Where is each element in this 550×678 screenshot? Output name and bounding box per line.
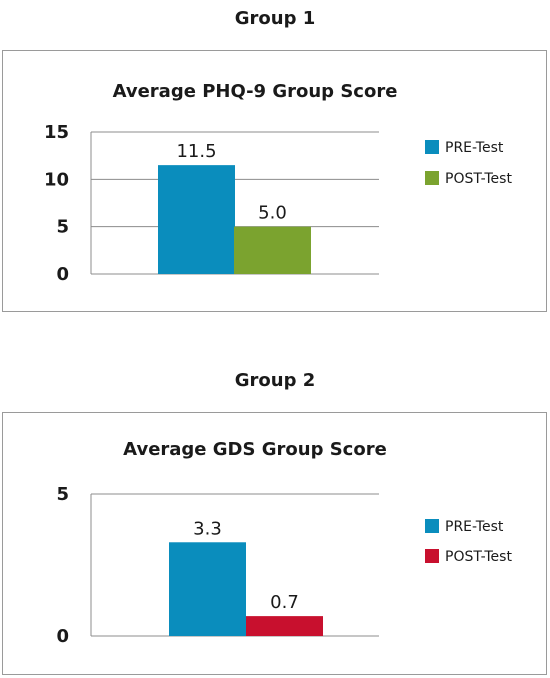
phq9-chart-panel: Average PHQ-9 Group Score 0 5 10 15 11.5 5.0 PR… bbox=[2, 50, 547, 312]
bar-post-test bbox=[234, 226, 311, 274]
data-label: 5.0 bbox=[258, 203, 287, 224]
bar-pre-test bbox=[158, 165, 235, 274]
legend-swatch bbox=[425, 549, 439, 563]
y-tick-label: 0 bbox=[56, 264, 69, 285]
data-label: 3.3 bbox=[193, 518, 222, 539]
y-tick-label: 5 bbox=[56, 217, 69, 238]
group-2-title: Group 2 bbox=[234, 370, 316, 391]
data-label: 0.7 bbox=[270, 592, 299, 613]
legend-label: POST-Test bbox=[445, 171, 512, 187]
bar-pre-test bbox=[169, 542, 246, 636]
chart-title: Average GDS Group Score bbox=[123, 439, 387, 460]
data-label: 11.5 bbox=[176, 141, 216, 162]
chart-title: Average PHQ-9 Group Score bbox=[113, 81, 398, 102]
gds-bar-chart: Average GDS Group Score 0 5 3.3 0.7 PRE-Test P… bbox=[56, 439, 512, 647]
bar-post-test bbox=[246, 616, 323, 636]
y-tick-label: 0 bbox=[56, 626, 69, 647]
y-tick-label: 10 bbox=[44, 169, 69, 190]
legend-swatch bbox=[425, 140, 439, 154]
legend-label: POST-Test bbox=[445, 549, 512, 565]
group-1-title: Group 1 bbox=[234, 8, 316, 29]
y-tick-label: 15 bbox=[44, 122, 69, 143]
legend-label: PRE-Test bbox=[445, 140, 504, 156]
legend-swatch bbox=[425, 171, 439, 185]
gds-chart-panel: Average GDS Group Score 0 5 3.3 0.7 PRE-Test P… bbox=[2, 412, 547, 675]
legend-swatch bbox=[425, 519, 439, 533]
legend-label: PRE-Test bbox=[445, 519, 504, 535]
phq9-bar-chart: Average PHQ-9 Group Score 0 5 10 15 11.5 5.0 PR… bbox=[44, 81, 513, 285]
y-tick-label: 5 bbox=[56, 484, 69, 505]
